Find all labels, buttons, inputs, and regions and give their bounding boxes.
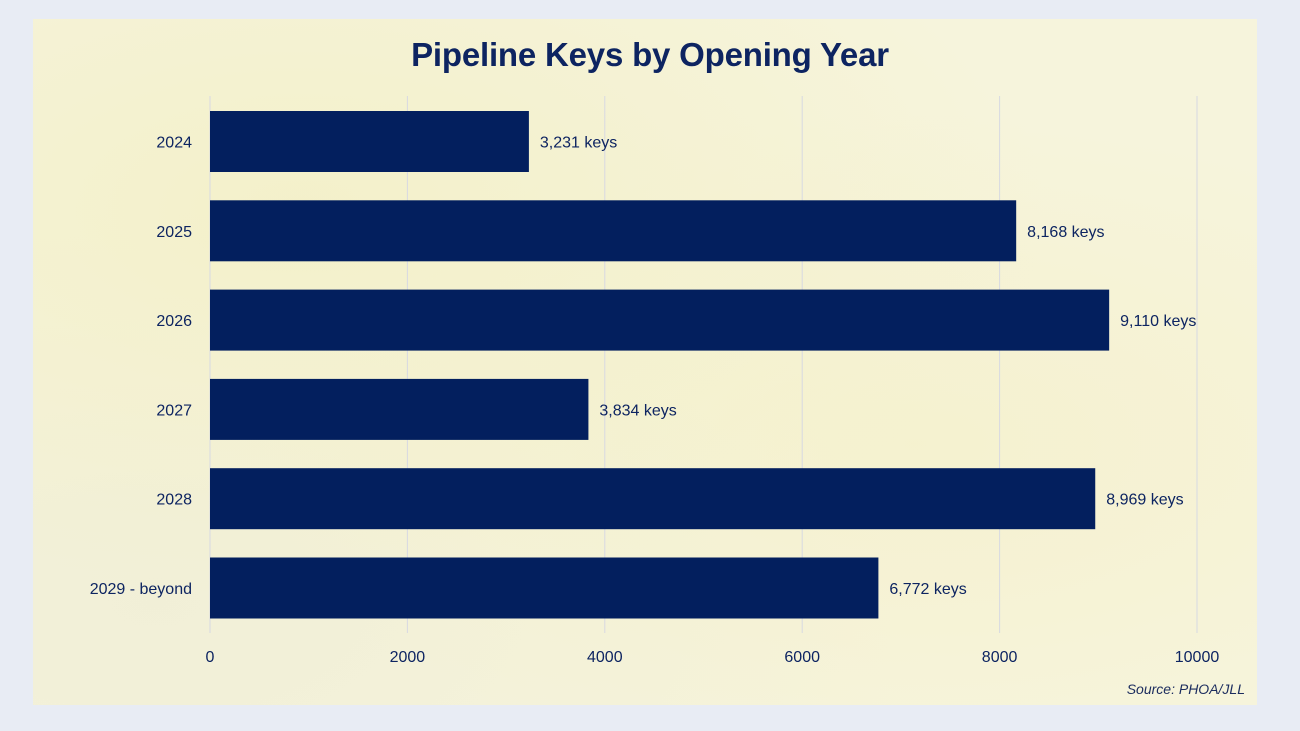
source-note: Source: PHOA/JLL: [1126, 681, 1245, 697]
bar: [210, 200, 1017, 262]
x-tick-label: 8000: [982, 649, 1018, 666]
bar: [210, 111, 529, 172]
grid-lines: [209, 96, 1198, 633]
bars: [210, 111, 1110, 619]
bar: [210, 557, 879, 619]
bar: [210, 468, 1096, 530]
category-labels: 2024 2025 2026 2027 2028 2029 - beyond: [90, 135, 192, 599]
data-label: 6,772 keys: [889, 581, 966, 598]
data-label: 8,168 keys: [1027, 224, 1104, 241]
x-tick-label: 10000: [1175, 649, 1220, 666]
x-tick-label: 4000: [587, 649, 623, 666]
category-label: 2025: [156, 224, 192, 241]
data-label: 8,969 keys: [1106, 492, 1183, 509]
category-label: 2027: [156, 402, 192, 419]
category-label: 2026: [156, 313, 192, 330]
bar: [210, 289, 1110, 351]
category-label: 2029 - beyond: [90, 581, 192, 598]
data-label: 3,834 keys: [599, 402, 676, 419]
x-tick-label: 0: [206, 649, 215, 666]
category-label: 2024: [156, 135, 192, 152]
x-axis-ticks: 0 2000 4000 6000 8000 10000: [206, 649, 1220, 666]
data-label: 3,231 keys: [540, 135, 617, 152]
data-labels: 3,231 keys 8,168 keys 9,110 keys 3,834 keys…: [540, 135, 1196, 599]
x-tick-label: 2000: [390, 649, 426, 666]
category-label: 2028: [156, 492, 192, 509]
data-label: 9,110 keys: [1120, 313, 1196, 330]
bar: [210, 378, 589, 440]
chart-title: Pipeline Keys by Opening Year: [411, 36, 889, 73]
x-tick-label: 6000: [784, 649, 820, 666]
